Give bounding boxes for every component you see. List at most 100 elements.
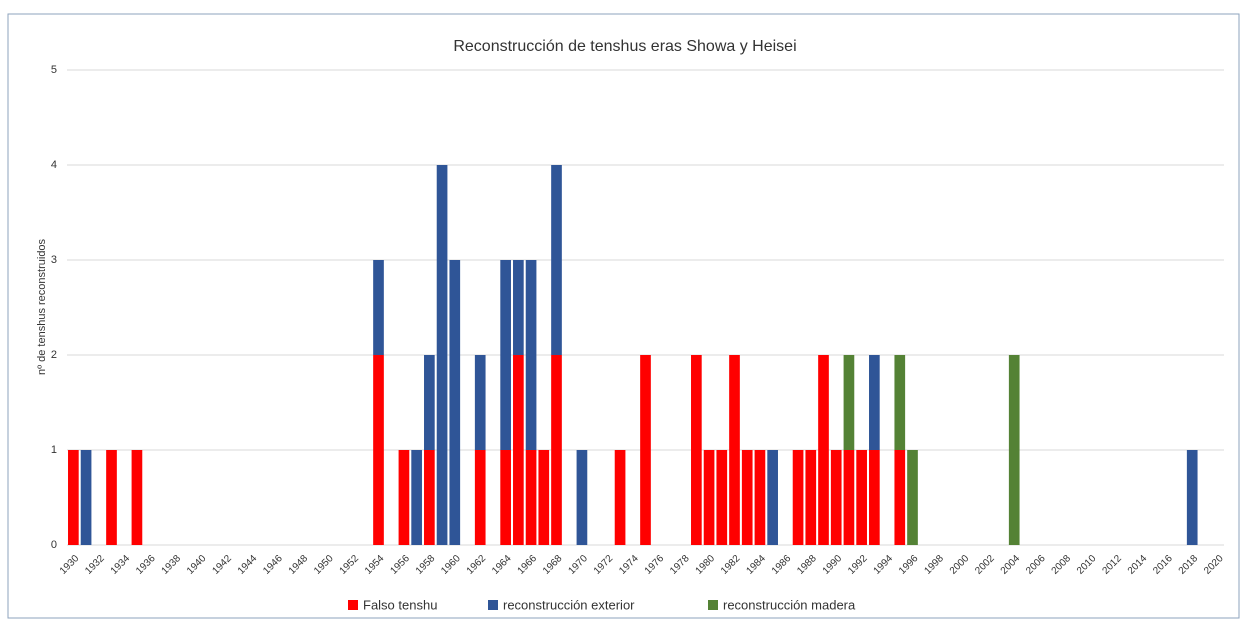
x-tick-label: 1934 — [109, 553, 133, 577]
bar-segment — [500, 260, 511, 450]
bar-segment — [436, 165, 448, 545]
bar-segment — [68, 450, 79, 545]
y-tick-label: 1 — [51, 444, 57, 456]
bar-segment — [513, 355, 524, 545]
x-tick-label: 1958 — [414, 553, 438, 577]
bar-segment — [500, 450, 511, 545]
legend-label: Falso tenshu — [363, 597, 437, 612]
x-tick-label: 1936 — [134, 553, 158, 577]
x-tick-label: 1974 — [617, 553, 641, 577]
x-tick-label: 1950 — [312, 553, 336, 577]
x-tick-label: 2002 — [973, 553, 997, 577]
x-tick-label: 1966 — [516, 553, 540, 577]
bar-segment — [869, 450, 880, 545]
x-tick-label: 1946 — [261, 553, 285, 577]
x-tick-label: 2012 — [1100, 553, 1124, 577]
x-tick-label: 1952 — [338, 553, 362, 577]
chart-title: Reconstrucción de tenshus eras Showa y H… — [453, 38, 796, 55]
x-tick-label: 1996 — [897, 553, 921, 577]
bar-segment — [449, 260, 461, 545]
bar-segment — [411, 450, 422, 545]
x-tick-label: 1962 — [465, 553, 489, 577]
x-tick-label: 1994 — [872, 553, 896, 577]
bar-segment — [525, 260, 537, 450]
x-tick-label: 2014 — [1126, 553, 1150, 577]
x-tick-label: 1982 — [719, 553, 743, 577]
x-tick-label: 2010 — [1075, 553, 1099, 577]
x-tick-label: 2004 — [999, 553, 1023, 577]
bar-segment — [729, 355, 740, 545]
legend-swatch — [708, 600, 718, 610]
x-tick-label: 1954 — [363, 553, 387, 577]
x-tick-label: 1940 — [185, 553, 209, 577]
bar-segment — [373, 355, 384, 545]
bar-segment — [818, 355, 829, 545]
bar-segment — [538, 450, 550, 545]
bar-segment — [830, 450, 842, 545]
bar-segment — [792, 450, 804, 545]
x-tick-label: 1998 — [922, 553, 946, 577]
bar-segment — [640, 355, 651, 545]
bar-segment — [843, 355, 855, 450]
bar-segment — [474, 355, 486, 450]
x-tick-label: 1938 — [160, 553, 184, 577]
bar-segment — [856, 450, 867, 545]
legend-swatch — [348, 600, 358, 610]
y-tick-label: 2 — [51, 349, 57, 361]
x-tick-label: 1980 — [694, 553, 718, 577]
x-tick-label: 2018 — [1177, 553, 1201, 577]
y-tick-label: 4 — [51, 159, 57, 171]
y-tick-label: 5 — [51, 64, 57, 76]
bar-segment — [754, 450, 766, 545]
x-tick-label: 1986 — [770, 553, 794, 577]
bar-segment — [551, 355, 562, 545]
x-tick-label: 1948 — [287, 553, 311, 577]
x-tick-label: 1944 — [236, 553, 260, 577]
bar-segment — [767, 450, 778, 545]
bar-segment — [474, 450, 486, 545]
y-axis-label: nº de tenshus reconstruidos — [36, 238, 48, 375]
x-tick-label: 1978 — [668, 553, 692, 577]
bar-segment — [576, 450, 588, 545]
x-tick-label: 1984 — [744, 553, 768, 577]
x-tick-label: 1976 — [643, 553, 667, 577]
x-tick-label: 1990 — [821, 553, 845, 577]
chart-frame — [7, 13, 1240, 619]
bar-segment — [741, 450, 753, 545]
bar-segment — [1186, 450, 1198, 545]
legend-swatch — [488, 600, 498, 610]
bar-segment — [131, 450, 143, 545]
x-tick-label: 1992 — [846, 553, 870, 577]
bar-segment — [398, 450, 410, 545]
bar-segment — [843, 450, 855, 545]
x-tick-label: 1930 — [58, 553, 82, 577]
x-tick-label: 1970 — [566, 553, 590, 577]
bar-segment — [894, 355, 906, 450]
x-tick-label: 2006 — [1024, 553, 1048, 577]
y-tick-label: 3 — [51, 254, 57, 266]
x-tick-label: 2008 — [1050, 553, 1074, 577]
x-tick-label: 2020 — [1202, 553, 1226, 577]
bar-segment — [106, 450, 117, 545]
x-tick-label: 1960 — [439, 553, 463, 577]
bar-segment — [716, 450, 728, 545]
bar-segment — [373, 260, 384, 355]
bar-segment — [80, 450, 92, 545]
bar-segment — [614, 450, 626, 545]
bar-segment — [869, 355, 880, 450]
bar-segment — [525, 450, 537, 545]
bar-segment — [691, 355, 702, 545]
bar-segment — [513, 260, 524, 355]
bar-segment — [805, 450, 817, 545]
bar-segment — [703, 450, 715, 545]
x-tick-label: 1956 — [388, 553, 412, 577]
x-tick-label: 2000 — [948, 553, 972, 577]
x-tick-label: 2016 — [1151, 553, 1175, 577]
x-tick-label: 1972 — [592, 553, 616, 577]
x-tick-label: 1942 — [210, 553, 234, 577]
bar-segment — [424, 355, 435, 450]
x-tick-label: 1988 — [795, 553, 819, 577]
bar-segment — [907, 450, 918, 545]
bar-segment — [424, 450, 435, 545]
